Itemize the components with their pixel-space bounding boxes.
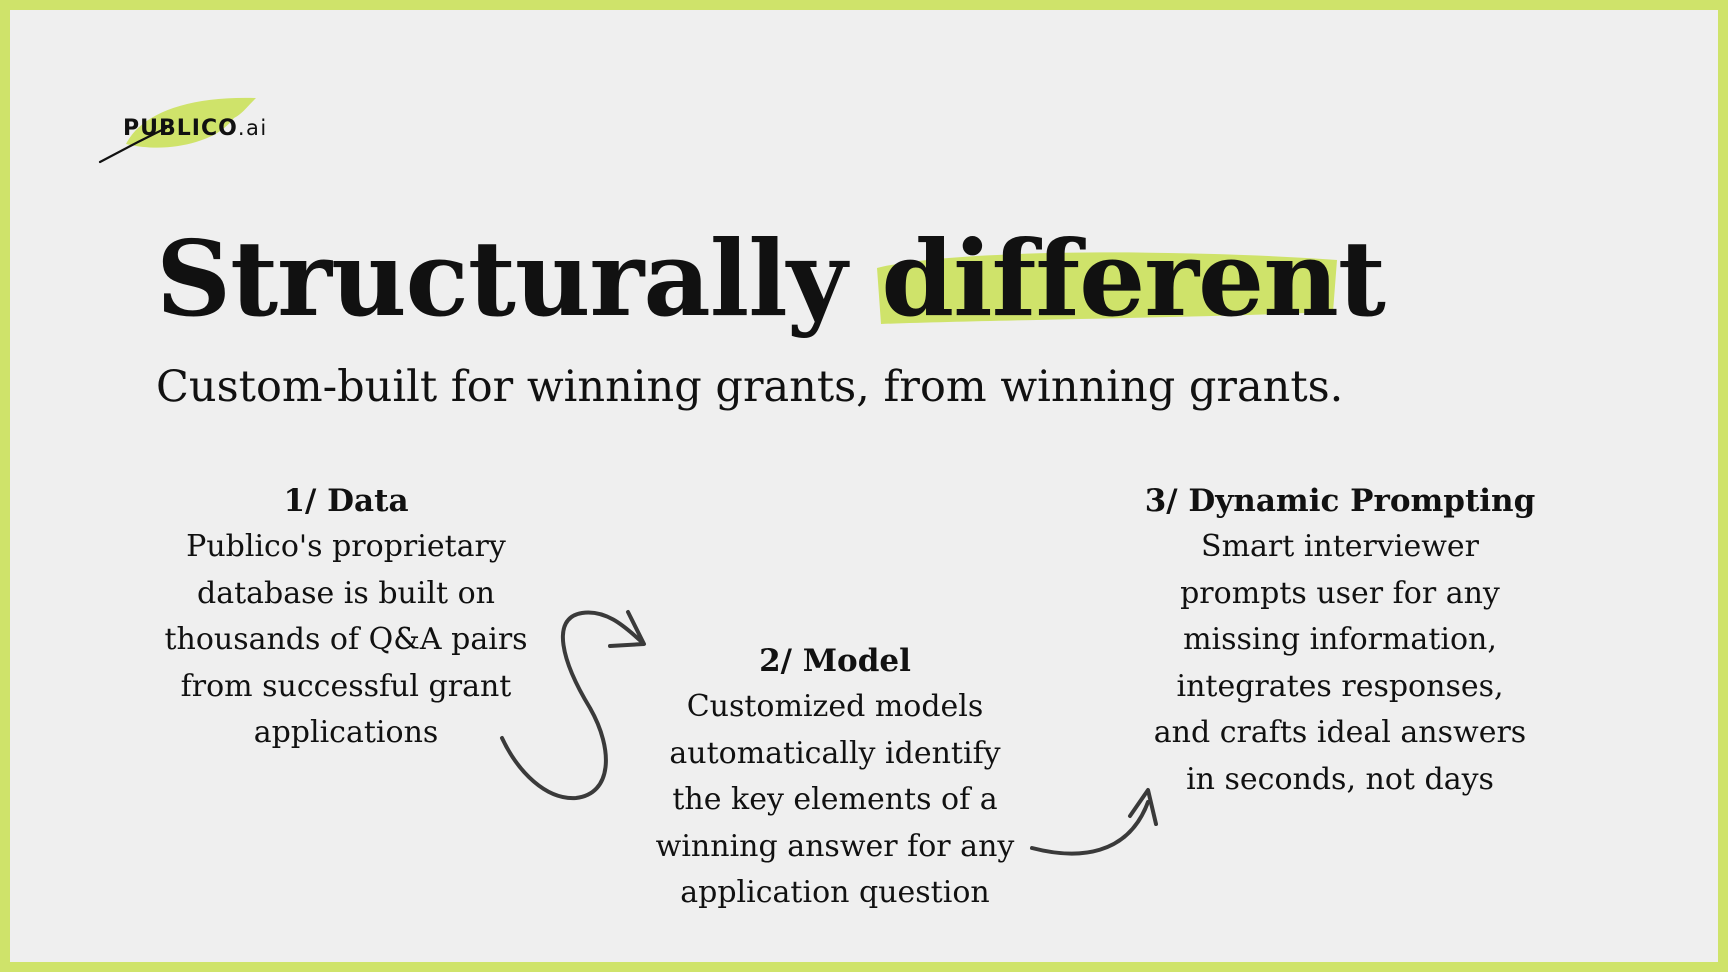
brand-name: PUBLICO — [123, 116, 238, 141]
step-description: Smart interviewer prompts user for any m… — [1140, 524, 1540, 804]
step-description: Customized models automatically identify… — [640, 684, 1030, 917]
step-dynamic-prompting: 3/ Dynamic Prompting Smart interviewer p… — [1140, 478, 1540, 804]
slide: PUBLICO.ai Structurally different Custom… — [10, 10, 1718, 962]
step-line: Publico's proprietary — [186, 529, 506, 564]
step-line: in seconds, not days — [1186, 761, 1494, 797]
step-line: missing information, — [1183, 622, 1497, 658]
feather-icon — [98, 97, 256, 164]
step-title: 1/ Data — [283, 483, 409, 519]
curved-arrow-icon — [500, 610, 646, 801]
headline-highlight-word: different — [877, 221, 1386, 336]
subtitle: Custom-built for winning grants, from wi… — [156, 362, 1344, 412]
step-line: prompts user for any — [1180, 575, 1500, 611]
step-title: 2/ Model — [759, 643, 911, 679]
step-line: integrates responses, — [1176, 668, 1504, 704]
step-data: 1/ Data Publico's proprietary database i… — [156, 478, 536, 757]
curved-arrow-icon — [1030, 788, 1158, 856]
logo-text: PUBLICO.ai — [123, 116, 268, 141]
brand-suffix: .ai — [237, 116, 268, 140]
step-line: the key elements of a — [672, 782, 998, 818]
headline-lead: Structurally — [156, 217, 847, 340]
step-title: 3/ Dynamic Prompting — [1144, 483, 1536, 519]
step-line: and crafts ideal answers — [1153, 715, 1527, 751]
step-line: automatically identify — [669, 735, 1001, 771]
step-line: Customized models — [686, 689, 984, 724]
step-line: from successful grant — [180, 668, 512, 704]
step-line: application question — [680, 875, 990, 911]
step-line: database is built on — [196, 575, 496, 611]
step-line: applications — [253, 715, 439, 751]
step-line: Smart interviewer — [1201, 529, 1479, 564]
step-model: 2/ Model Customized models automatically… — [640, 638, 1030, 917]
headline-highlight: different — [881, 217, 1385, 340]
headline: Structurally different — [156, 221, 1386, 336]
step-description: Publico's proprietary database is built … — [156, 524, 536, 757]
logo: PUBLICO.ai — [96, 84, 296, 174]
step-line: winning answer for any — [655, 828, 1015, 864]
step-line: thousands of Q&A pairs — [164, 622, 528, 658]
